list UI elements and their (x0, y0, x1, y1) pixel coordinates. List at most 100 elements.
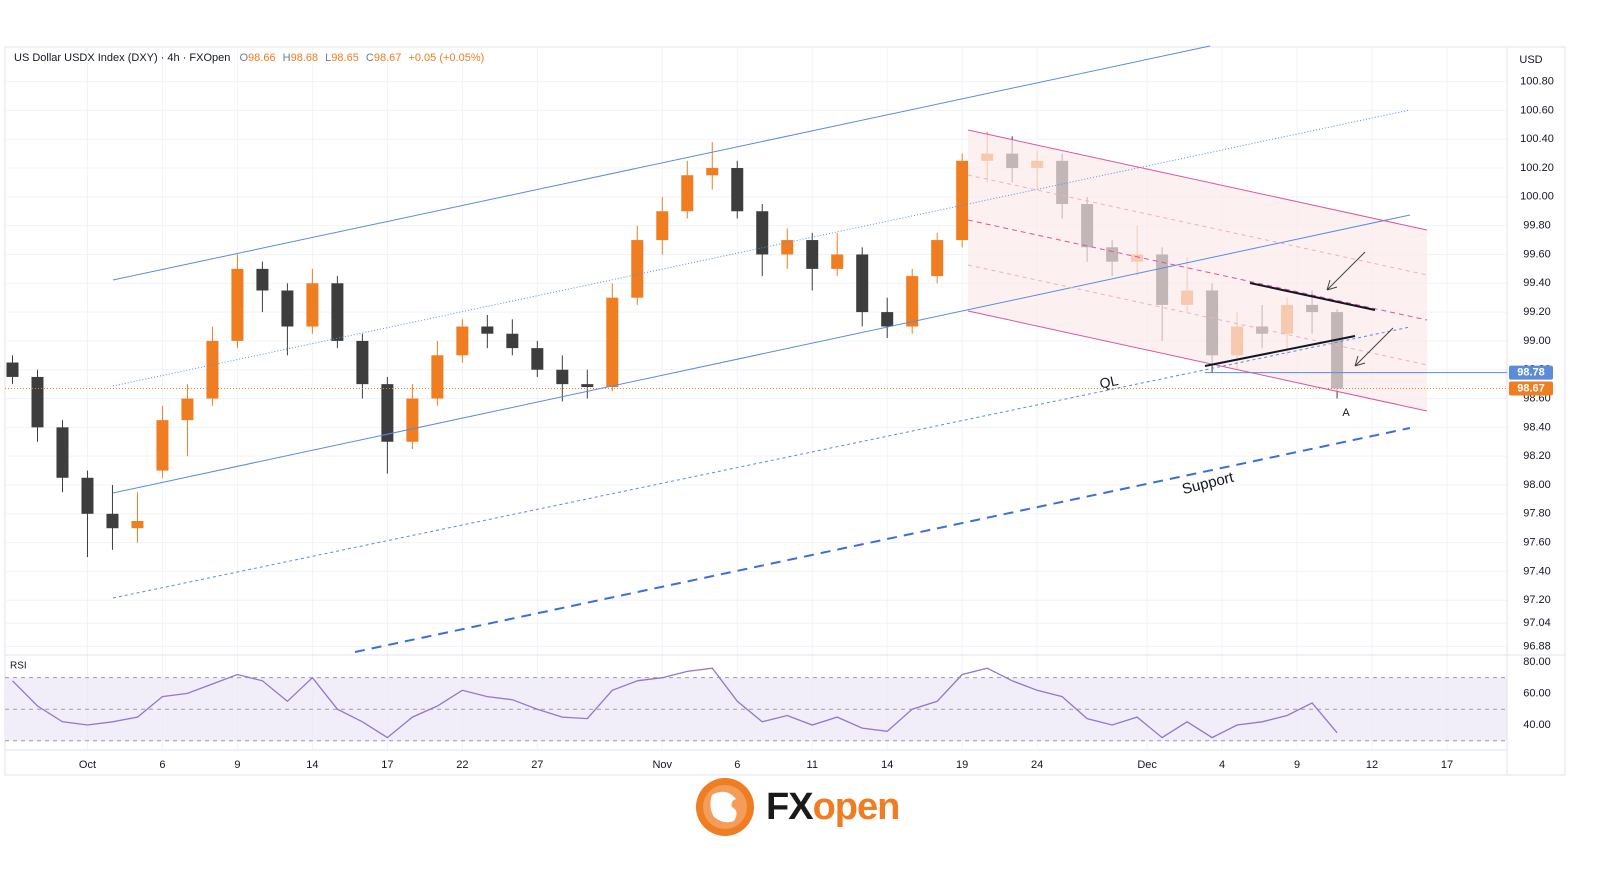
candle-body (156, 420, 169, 471)
candle-body (481, 326, 494, 334)
drawings (112, 45, 1428, 653)
y-tick-label: 99.40 (1523, 277, 1551, 289)
y-tick-label: 60.00 (1523, 687, 1551, 699)
x-tick-label: 4 (1219, 759, 1225, 771)
candle-body (306, 283, 319, 327)
ohlc-label: O (239, 52, 248, 64)
channel-line (112, 214, 1411, 494)
y-tick-label: 97.20 (1523, 594, 1551, 606)
y-tick-label: 99.00 (1523, 335, 1551, 347)
candle-body (606, 297, 619, 388)
candle-body (781, 240, 794, 255)
header: US Dollar USDX Index (DXY) · 4h · FXOpen… (14, 52, 484, 64)
candle-body (656, 211, 669, 241)
annotation: QL (1098, 372, 1120, 392)
candle-body (731, 168, 744, 212)
chart-frame (4, 46, 1566, 776)
y-tick-label: 100.40 (1520, 133, 1554, 145)
candle-body (56, 427, 69, 478)
channel-line (967, 174, 1428, 276)
candle-body (956, 160, 969, 241)
x-tick-label: Dec (1137, 759, 1157, 771)
candle-body (506, 333, 519, 349)
candle-body (81, 477, 94, 514)
candle-body (931, 240, 944, 277)
currency: USD (1519, 54, 1542, 66)
level-tag (1509, 365, 1553, 380)
candle-body (231, 268, 244, 341)
candle-body (806, 240, 819, 269)
channel-line (967, 129, 1428, 231)
channel-line (967, 219, 1428, 321)
y-tick-label: 99.80 (1523, 220, 1551, 232)
candle-body (531, 348, 544, 370)
channel-line (112, 45, 1211, 281)
x-tick-label: Nov (652, 759, 672, 771)
arrow (1354, 327, 1394, 367)
candle-body (631, 240, 644, 298)
ohlc-label: C (366, 52, 374, 64)
y-tick-label: 99.20 (1523, 306, 1551, 318)
candle-body (206, 340, 219, 399)
y-tick-label: 96.88 (1523, 640, 1551, 652)
logo-text: FXopen (766, 786, 899, 828)
candle-body (6, 362, 19, 377)
ql-line (112, 326, 1411, 599)
y-tick-label: 97.60 (1523, 537, 1551, 549)
x-tick-label: 17 (381, 759, 393, 771)
x-tick-label: 27 (531, 759, 543, 771)
candle-body (706, 168, 719, 176)
annotation: A (1342, 407, 1350, 419)
candle-body (356, 340, 369, 385)
x-tick-label: 12 (1366, 759, 1378, 771)
candle-body (281, 290, 294, 327)
candle-body (906, 276, 919, 327)
x-tick-label: 14 (306, 759, 318, 771)
candle-body (881, 312, 894, 327)
y-tick-label: 100.00 (1520, 191, 1554, 203)
x-tick-label: 9 (1294, 759, 1300, 771)
arrow (1326, 251, 1366, 291)
support-line (354, 427, 1411, 653)
channel-line (967, 310, 1428, 412)
y-tick-label: 97.40 (1523, 565, 1551, 577)
ohlc-value: 98.67 (374, 52, 402, 64)
symbol: US Dollar USDX Index (DXY) · 4h · FXOpen (14, 52, 230, 64)
candle-body (31, 376, 44, 428)
candle-body (181, 398, 194, 421)
candle-body (456, 326, 469, 356)
x-tick-label: 11 (807, 759, 818, 771)
ohlc-value: 98.66 (248, 52, 276, 64)
candle-body (681, 175, 694, 212)
y-tick-label: 97.04 (1523, 617, 1551, 629)
candle-body (431, 355, 444, 399)
y-tick-label: 100.20 (1520, 162, 1554, 174)
last-price-tag (1509, 381, 1553, 396)
y-tick-label: 98.20 (1523, 450, 1551, 462)
candle-body (256, 268, 269, 291)
rsi-line (12, 667, 1338, 739)
x-tick-label: Oct (79, 759, 96, 771)
x-tick-label: 24 (1031, 759, 1043, 771)
candle-body (856, 254, 869, 313)
plot: 100.80 100.60 100.40 100.20 100.00 99.80 99.60… (5, 47, 1554, 771)
y-tick-label: 98.40 (1523, 421, 1551, 433)
trend-line (1249, 282, 1376, 311)
overlay: 98.78 98.67 (5, 365, 1553, 396)
candle-body (406, 398, 419, 442)
last-price-label: 98.67 (1517, 382, 1545, 394)
x-tick-label: 19 (956, 759, 968, 771)
candle-body (756, 211, 769, 255)
ohlc-value: 98.65 (331, 52, 359, 64)
candle-body (131, 521, 144, 529)
level-label: 98.78 (1517, 367, 1545, 379)
y-tick-label: 98.00 (1523, 479, 1551, 491)
y-tick-label: 100.60 (1520, 104, 1554, 116)
logo-suffix: open (813, 786, 900, 828)
ohlc-label: L (325, 52, 331, 64)
ohlc-label: H (283, 52, 291, 64)
x-tick-label: 6 (734, 759, 740, 771)
x-tick-label: 9 (234, 759, 240, 771)
